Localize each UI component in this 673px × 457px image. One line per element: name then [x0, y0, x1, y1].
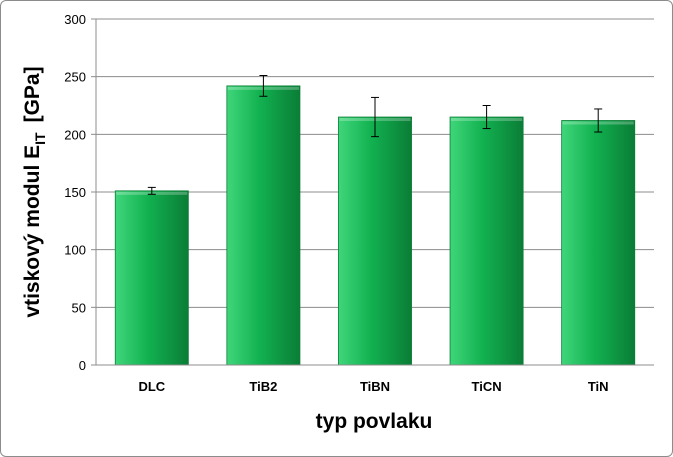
axes	[91, 18, 654, 366]
x-axis-title: typ povlaku	[316, 410, 433, 433]
y-tick-label: 50	[72, 300, 86, 315]
y-tick-label: 100	[64, 243, 86, 258]
y-tick-label: 250	[64, 70, 86, 85]
x-category-label: DLC	[138, 379, 165, 394]
axis-labels: 0 50 100 150 200 250 300 DLC TiB2 TiBN TiCN TiN	[64, 12, 608, 394]
y-axis-title-main: vtiskový modul E	[21, 145, 44, 318]
bars	[114, 85, 636, 366]
y-axis-title-unit: [GPa]	[21, 66, 44, 122]
gridlines	[96, 18, 654, 308]
x-category-label: TiN	[588, 379, 609, 394]
y-tick-label: 300	[64, 12, 86, 27]
x-category-label: TiBN	[360, 379, 390, 394]
error-bars	[147, 75, 603, 195]
x-category-label: TiB2	[249, 379, 277, 394]
bar-tibn	[338, 116, 412, 366]
y-axis-title: vtiskový modul EIT [GPa]	[21, 66, 48, 317]
x-category-label: TiCN	[472, 379, 502, 394]
bar-tib2	[226, 85, 301, 366]
bar-tin	[561, 120, 636, 366]
y-tick-label: 150	[64, 185, 86, 200]
y-tick-label: 200	[64, 127, 86, 142]
bar-ticn	[449, 116, 524, 366]
y-tick-label: 0	[79, 358, 86, 373]
y-axis-title-subscript: IT	[32, 132, 48, 145]
bar-dlc	[114, 190, 189, 366]
